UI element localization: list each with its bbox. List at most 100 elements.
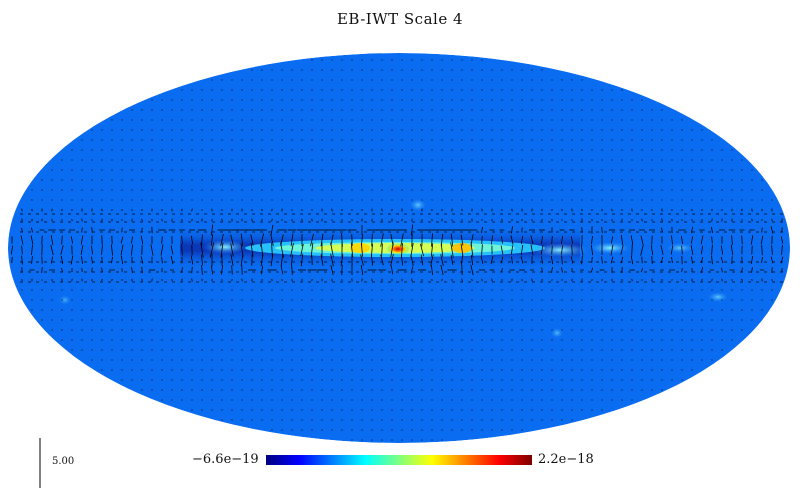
vector-mark <box>41 267 43 273</box>
vector-mark <box>31 256 33 264</box>
vector-mark <box>21 208 23 212</box>
vector-mark <box>340 254 344 266</box>
vector-mark <box>81 227 83 233</box>
vector-mark <box>561 267 563 273</box>
vector-mark <box>540 245 544 255</box>
vector-mark <box>261 265 263 275</box>
vector-mark <box>750 256 754 264</box>
vector-mark <box>620 235 624 245</box>
glow-left <box>203 240 247 254</box>
vector-mark <box>51 208 53 212</box>
vector-mark <box>261 208 263 212</box>
vector-mark <box>760 235 764 245</box>
vector-mark <box>591 256 593 264</box>
vector-mark <box>691 236 693 244</box>
vector-mark <box>581 208 583 212</box>
vector-mark <box>511 256 513 264</box>
vector-mark <box>671 256 673 264</box>
vector-mark <box>761 244 763 256</box>
vector-mark <box>460 243 464 257</box>
vector-mark <box>250 234 254 246</box>
vector-mark <box>330 242 334 258</box>
vector-mark <box>101 208 103 212</box>
vector-mark <box>640 235 644 245</box>
vector-mark <box>771 245 773 255</box>
vector-mark <box>641 267 643 273</box>
vector-mark <box>161 256 163 264</box>
vector-mark <box>430 254 434 266</box>
vector-mark <box>670 245 674 255</box>
vector-mark <box>491 278 493 282</box>
galactic-center-hotspot <box>386 243 410 255</box>
vector-mark <box>20 235 24 245</box>
vector-mark <box>481 244 483 256</box>
vector-mark <box>310 242 314 258</box>
vector-mark <box>101 278 103 282</box>
vector-mark <box>230 243 234 257</box>
glow-southeast <box>708 292 728 302</box>
vector-mark <box>80 245 84 255</box>
vector-mark <box>561 235 563 245</box>
vector-mark <box>21 255 23 265</box>
vector-mark <box>221 265 223 275</box>
vector-mark <box>431 265 433 275</box>
polarization-vectors <box>10 59 784 441</box>
vector-mark <box>590 244 594 256</box>
vector-mark <box>360 264 364 276</box>
vector-mark <box>260 253 264 267</box>
vector-mark <box>140 235 144 245</box>
vector-mark <box>530 235 534 245</box>
vector-mark <box>751 267 753 273</box>
vector-mark <box>250 243 254 257</box>
vector-mark <box>101 267 103 273</box>
vector-mark <box>70 255 74 265</box>
vector-mark <box>481 226 483 234</box>
vector-mark <box>390 265 394 275</box>
vector-mark <box>410 254 414 266</box>
vector-mark <box>10 245 14 255</box>
vector-mark <box>31 227 33 233</box>
vector-mark <box>290 243 294 257</box>
vector-mark <box>630 255 634 265</box>
vector-mark <box>530 244 534 256</box>
vector-mark <box>290 233 294 247</box>
vector-mark <box>491 235 493 245</box>
vector-mark <box>720 256 724 264</box>
vector-mark <box>350 242 354 258</box>
vector-mark <box>410 224 414 236</box>
vector-mark <box>671 235 673 245</box>
vector-mark <box>371 254 373 266</box>
vector-mark <box>510 235 514 245</box>
figure-title: EB-IWT Scale 4 <box>336 10 464 28</box>
vector-mark <box>240 233 244 247</box>
vector-mark <box>101 245 103 255</box>
vector-mark <box>211 265 213 275</box>
vector-mark <box>721 267 723 273</box>
vector-mark <box>271 218 273 222</box>
vector-mark <box>141 218 143 222</box>
vector-mark <box>631 278 633 282</box>
vector-mark <box>131 218 133 222</box>
vector-mark <box>450 242 454 258</box>
vector-mark <box>240 254 244 266</box>
vector-mark <box>661 227 663 233</box>
vector-mark <box>31 244 33 256</box>
vector-mark <box>541 236 543 244</box>
vector-mark <box>280 265 284 275</box>
vector-mark <box>561 245 563 255</box>
vector-mark <box>561 255 563 265</box>
vector-mark <box>111 256 113 264</box>
vector-mark <box>750 235 754 245</box>
vector-mark <box>450 233 454 247</box>
vector-mark <box>320 254 324 266</box>
vector-mark <box>480 256 484 264</box>
vector-mark <box>201 234 203 246</box>
vector-mark <box>400 233 404 247</box>
vector-mark <box>310 233 314 247</box>
vector-mark <box>231 265 233 275</box>
vector-mark <box>711 236 713 244</box>
glow-right-2 <box>590 242 630 254</box>
vector-mark <box>460 234 464 246</box>
vector-mark <box>50 235 54 245</box>
vector-mark <box>320 233 324 247</box>
